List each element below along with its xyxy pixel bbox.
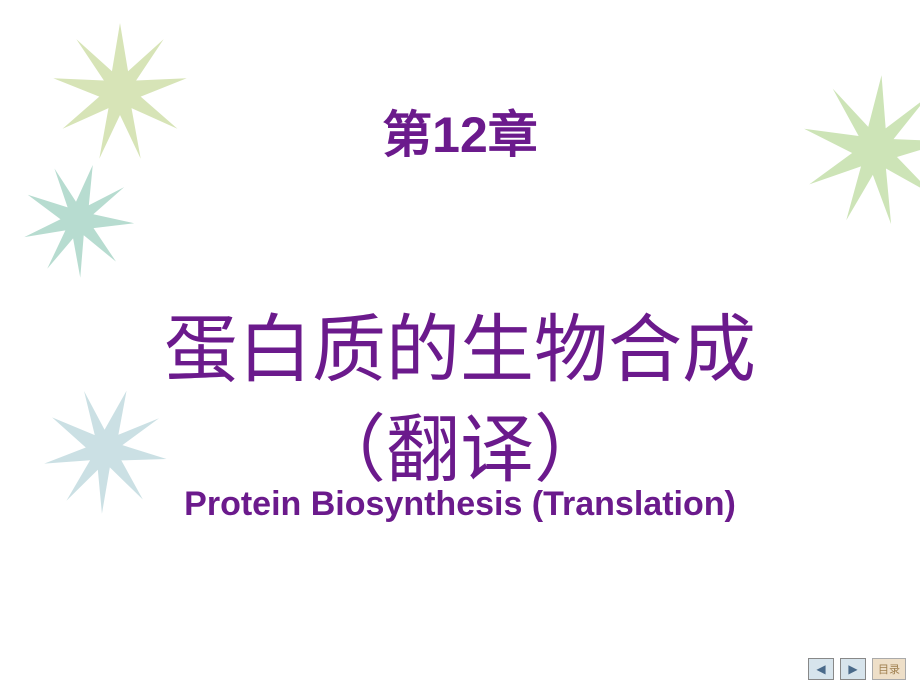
slide: 第12章 蛋白质的生物合成 （翻译） Protein Biosynthesis … [0, 0, 920, 690]
nav-bar: ◀ ▶ 目录 [808, 658, 906, 680]
title-chinese-line2: （翻译） [0, 390, 920, 497]
toc-button[interactable]: 目录 [872, 658, 906, 680]
prev-button[interactable]: ◀ [808, 658, 834, 680]
starburst-decoration [18, 160, 138, 280]
next-button[interactable]: ▶ [840, 658, 866, 680]
title-chinese-line1: 蛋白质的生物合成 [0, 290, 920, 397]
chapter-heading: 第12章 [0, 95, 920, 167]
title-english: Protein Biosynthesis (Translation) [0, 485, 920, 524]
